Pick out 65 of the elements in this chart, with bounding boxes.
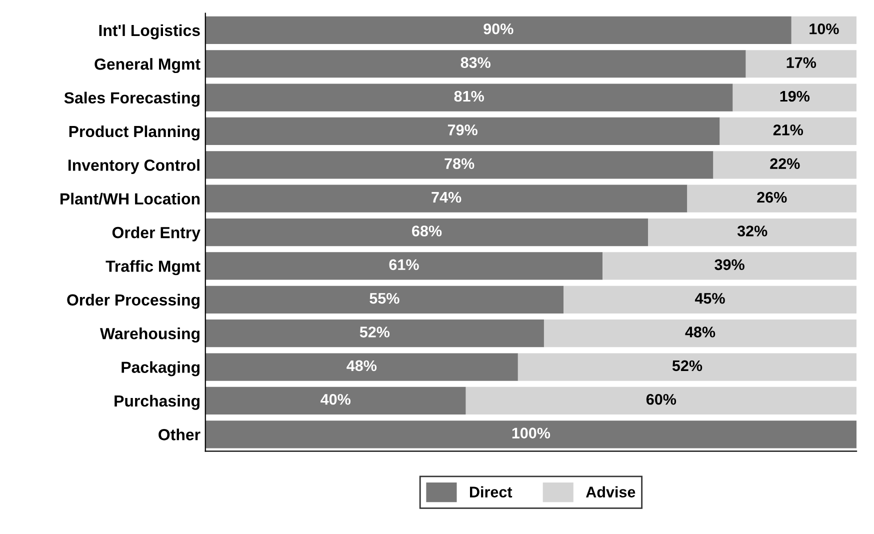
bar — [544, 320, 857, 348]
data-label: 32% — [737, 226, 768, 236]
bar — [564, 286, 857, 314]
bar — [687, 184, 857, 212]
data-label: 68% — [412, 226, 442, 236]
bar — [205, 320, 544, 348]
data-label: 39% — [714, 259, 744, 270]
y-tick-label: Plant/WH Location — [60, 192, 200, 205]
legend-label: Advise — [586, 486, 636, 498]
data-label: 78% — [444, 158, 474, 170]
bar — [713, 151, 857, 179]
data-label: 48% — [685, 326, 716, 338]
bar — [720, 117, 857, 146]
data-label: 52% — [672, 360, 702, 372]
bar — [205, 353, 518, 381]
bar — [205, 184, 688, 212]
data-label: 81% — [454, 90, 484, 102]
bar — [205, 117, 720, 146]
bar — [205, 386, 466, 415]
bar — [205, 252, 603, 280]
data-label: 45% — [694, 292, 725, 304]
bar — [205, 218, 648, 246]
data-label: 55% — [370, 292, 400, 304]
y-tick-label: Packaging — [122, 361, 200, 376]
bar — [791, 16, 857, 44]
bar — [205, 151, 714, 179]
data-label: 74% — [432, 192, 462, 203]
data-label: 79% — [448, 124, 478, 136]
bar — [205, 50, 746, 78]
bar — [518, 353, 857, 381]
data-label: 26% — [757, 192, 787, 203]
data-label: 10% — [810, 23, 839, 34]
data-label: 22% — [770, 158, 800, 169]
data-label: 52% — [360, 326, 390, 338]
data-label: 61% — [389, 259, 419, 270]
y-tick-label: Sales Forecasting — [64, 92, 200, 107]
y-tick-label: Purchasing — [114, 394, 200, 410]
bar — [205, 84, 733, 112]
data-label: 48% — [346, 360, 377, 372]
bar — [205, 420, 857, 448]
data-label: 90% — [484, 23, 514, 34]
bar — [466, 386, 857, 415]
y-tick-label: Traffic Mgmt — [106, 260, 200, 276]
y-tick-label: Inventory Control — [68, 159, 200, 174]
data-label: 21% — [773, 124, 804, 136]
bar — [602, 252, 857, 280]
y-tick-label: Warehousing — [100, 328, 200, 343]
data-label: 19% — [780, 90, 810, 102]
y-tick-label: Int'l Logistics — [99, 24, 200, 40]
bar — [732, 84, 857, 112]
y-tick-label: Product Planning — [69, 125, 200, 140]
y-tick-label: Order Entry — [112, 226, 200, 242]
bar — [205, 16, 792, 44]
y-tick-label: Order Processing — [67, 294, 200, 309]
data-label: 83% — [460, 57, 490, 68]
data-label: 17% — [786, 57, 816, 68]
data-label: 60% — [646, 394, 676, 405]
legend-label: Direct — [470, 486, 512, 498]
bar — [205, 286, 564, 314]
bar — [746, 50, 857, 78]
y-tick-label: General Mgmt — [94, 58, 200, 74]
data-label: 100% — [512, 428, 550, 438]
y-tick-label: Other — [158, 428, 200, 440]
data-label: 40% — [320, 394, 351, 405]
bar — [648, 218, 857, 246]
